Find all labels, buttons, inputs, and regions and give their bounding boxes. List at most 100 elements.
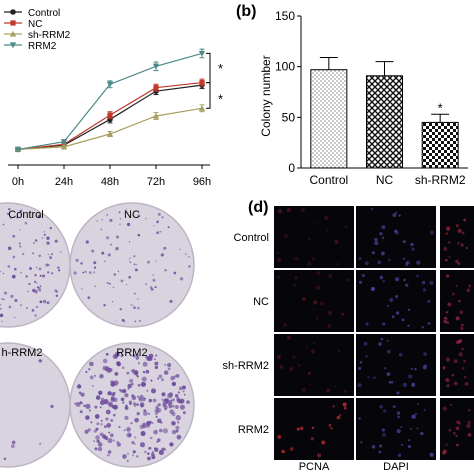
fluor-cell (445, 226, 451, 231)
colony-dot (160, 253, 164, 257)
colony-dot (110, 397, 115, 403)
colony-dot (145, 421, 149, 425)
colony-dot (88, 368, 91, 371)
colony-dot (145, 218, 147, 220)
colony-dot (3, 291, 8, 295)
fluor-cell (286, 207, 291, 212)
colony-dot (151, 451, 154, 453)
colony-dot (9, 217, 12, 219)
colony-dot (176, 397, 180, 401)
fluor-cell (416, 260, 421, 265)
colony-dot (95, 435, 100, 440)
colony-dot (151, 388, 157, 394)
colony-dot (142, 361, 148, 367)
data-point (152, 63, 160, 70)
fluor-cell (446, 274, 450, 278)
fluor-cell (380, 251, 385, 256)
legend-label: sh-RRM2 (28, 30, 71, 41)
colony-dot (154, 408, 160, 414)
colony-dot (131, 441, 135, 444)
fluor-cell (358, 256, 362, 261)
fluor-cell (386, 304, 389, 307)
colony-dot (164, 269, 167, 272)
colony-dot (107, 437, 113, 444)
data-point (198, 105, 206, 111)
colony-dot (158, 449, 164, 455)
fluor-cell (286, 335, 291, 340)
colony-dot (16, 216, 18, 219)
fluor-cell (358, 366, 362, 370)
colony-dot (96, 220, 98, 222)
colony-dot (7, 246, 12, 251)
panel-letter-d: (d) (248, 199, 268, 216)
fluor-cell (359, 360, 363, 364)
colony-dot (93, 271, 96, 274)
fluor-cell (458, 422, 462, 425)
colony-dot (31, 309, 35, 312)
fluor-cell (407, 374, 413, 379)
fluor-cell (379, 404, 384, 409)
colony-dot (38, 359, 42, 363)
colony-dot (134, 320, 137, 323)
colony-dot (133, 442, 136, 445)
colony-dot (171, 381, 177, 387)
colony-dot (102, 365, 108, 371)
colony-dot (130, 304, 132, 306)
fluor-cell (297, 364, 301, 367)
colony-dot (146, 355, 150, 360)
colony-dot (0, 304, 2, 306)
colony-dot (148, 353, 154, 359)
fluor-cell (283, 323, 287, 327)
colony-dot (137, 383, 141, 387)
fluor-cell (453, 381, 458, 386)
fluor-cell (452, 431, 456, 435)
colony-dot (107, 454, 110, 457)
colony-dot (184, 253, 187, 255)
colony-dot (125, 208, 127, 210)
colony-dot (125, 404, 128, 407)
colony-dot (147, 452, 150, 455)
colony-dot (158, 374, 163, 379)
colony-dot (50, 253, 53, 256)
colony-dot (120, 397, 125, 402)
colony-dot (182, 390, 185, 393)
colony-dot (103, 398, 109, 405)
fluor-cell (466, 288, 471, 293)
colony-dot (2, 223, 5, 226)
fluor-cell (457, 241, 460, 245)
colony-dot (119, 308, 122, 311)
colony-dot (151, 421, 154, 425)
colony-dot (96, 439, 100, 443)
colony-dot (36, 282, 38, 285)
colony-dot (0, 270, 1, 273)
data-point (107, 112, 113, 118)
colony-dot (94, 405, 98, 409)
bracket-upper (206, 52, 211, 84)
fluor-cell (455, 316, 460, 321)
fluor-cell (386, 372, 391, 377)
fluor-cell (333, 385, 337, 388)
colony-dot (139, 319, 141, 322)
fluor-image (356, 206, 436, 268)
colony-dot (111, 300, 114, 303)
fluor-cell (384, 367, 387, 370)
fluor-cell (445, 232, 448, 235)
colony-dot (94, 285, 96, 288)
fluor-cell (381, 236, 385, 239)
colony-dish (69, 202, 195, 328)
fluor-cell (372, 376, 376, 380)
colony-dot (113, 273, 117, 276)
colony-dot (55, 294, 59, 297)
line-x-tick-labels: 0h 24h 48h 72h 96h (12, 176, 211, 188)
fluor-image (274, 334, 354, 396)
bar (421, 121, 459, 169)
colony-dot (0, 307, 2, 310)
colony-dot (129, 257, 131, 259)
fluor-cell (317, 453, 322, 458)
colony-dot (38, 267, 42, 271)
fluor-cell (443, 449, 447, 454)
fluor-cell (443, 319, 447, 324)
fluor-cell (458, 352, 463, 357)
colony-dot (100, 397, 105, 402)
fluor-cell (423, 408, 426, 412)
